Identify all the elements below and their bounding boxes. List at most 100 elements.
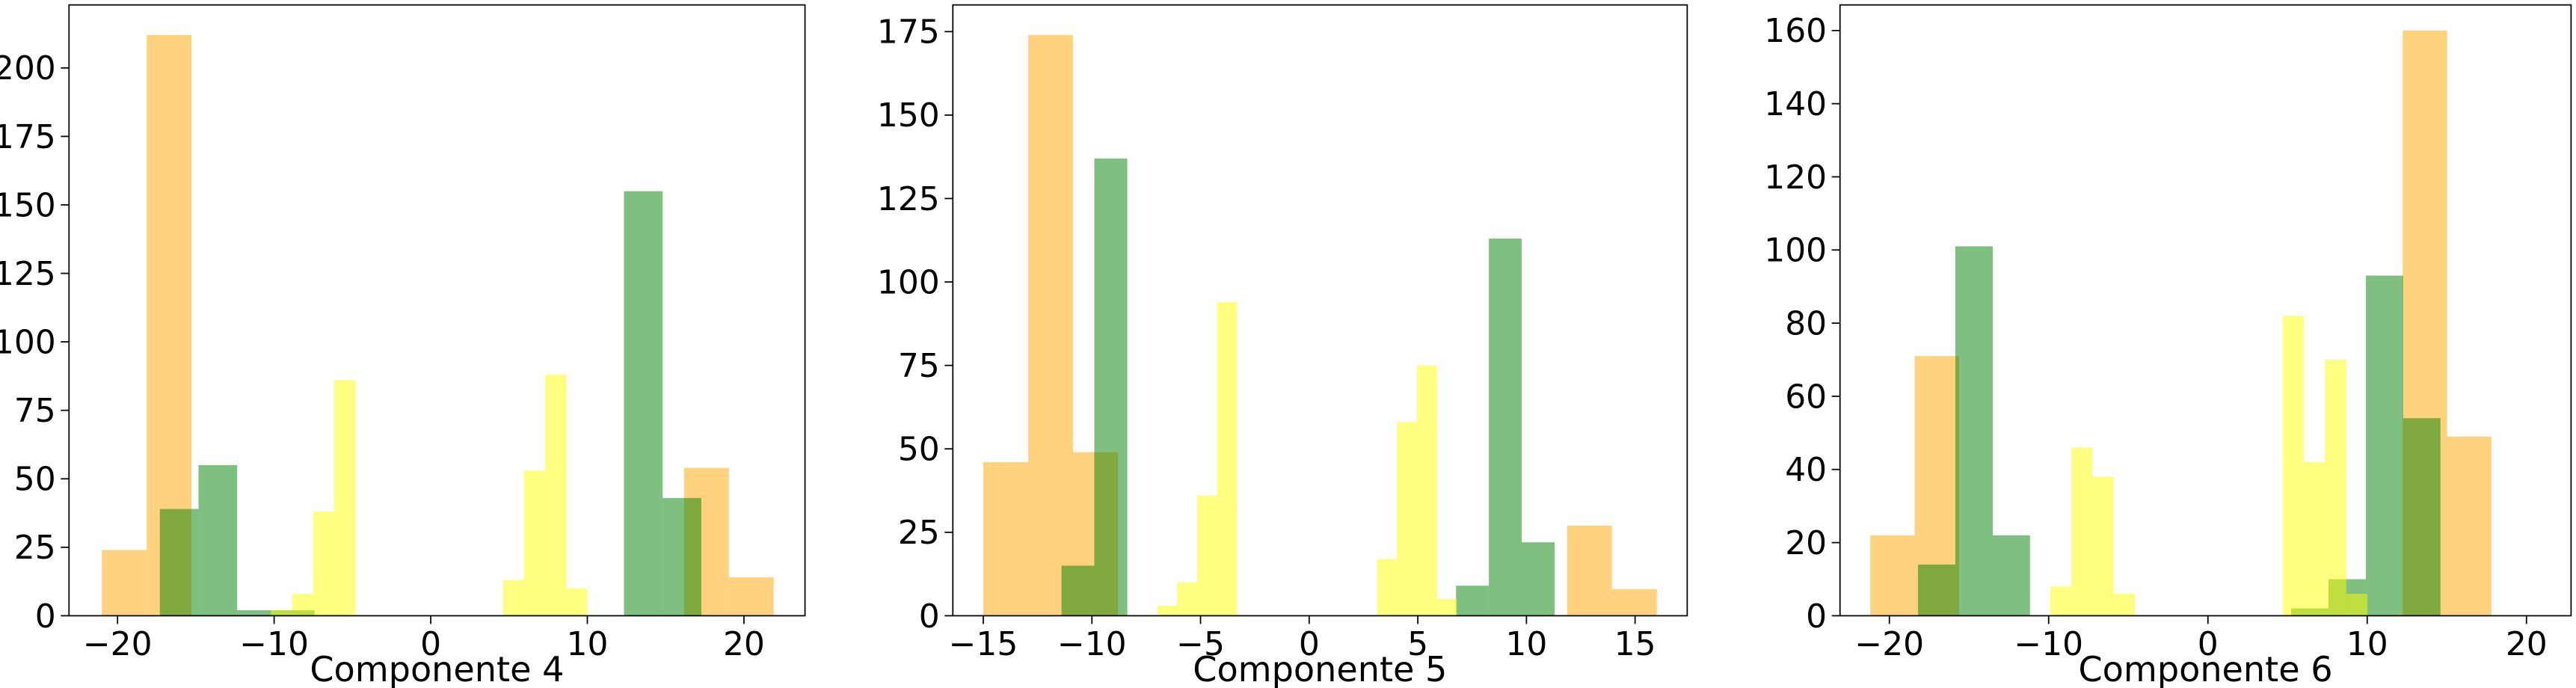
y-tick-label: 120 (1764, 159, 1827, 197)
y-tick-label: 140 (1764, 85, 1827, 123)
histogram-bar (663, 497, 701, 616)
histogram-bar (102, 550, 147, 616)
subplot: −20−10010200255075100125150175200Compone… (0, 4, 806, 688)
histogram-bar (566, 588, 588, 616)
x-tick-label: 0 (420, 625, 441, 663)
histogram-bar (1177, 582, 1197, 616)
y-tick-label: 40 (1785, 451, 1827, 489)
histogram-bar (1611, 589, 1657, 616)
y-tick-label: 125 (877, 180, 940, 218)
y-tick-label: 160 (1764, 12, 1827, 50)
histogram-bar (545, 375, 567, 616)
y-tick-label: 80 (1785, 304, 1827, 343)
histogram-bar (271, 610, 292, 616)
x-tick-label: 20 (723, 625, 765, 663)
y-tick-label: 100 (1764, 232, 1827, 270)
x-tick-label: 0 (2198, 625, 2219, 663)
histogram-bar (1397, 422, 1417, 616)
histogram-bar (1992, 535, 2030, 616)
y-tick-label: 75 (14, 392, 56, 430)
x-tick-label: −10 (239, 625, 309, 663)
y-tick-label: 0 (1806, 598, 1827, 636)
y-tick-label: 100 (877, 263, 940, 301)
x-axis-label: Componente 6 (2078, 649, 2332, 688)
histogram-bar (1028, 34, 1073, 616)
histogram-bar (2325, 360, 2346, 616)
y-tick-label: 0 (919, 598, 940, 636)
y-tick-label: 20 (1785, 524, 1827, 562)
y-tick-label: 125 (0, 255, 56, 293)
x-tick-label: −20 (83, 625, 153, 663)
histogram-bar (1196, 495, 1217, 616)
histogram-bar (159, 509, 199, 616)
y-tick-label: 100 (0, 323, 56, 361)
histogram-bar (2071, 447, 2093, 616)
histogram-bar (523, 470, 546, 616)
y-tick-label: 175 (877, 13, 940, 52)
y-tick-label: 60 (1785, 378, 1827, 416)
histogram-bar (983, 462, 1029, 616)
subplot: −20 −10 0 10 20 0 20 40 60 80 100 120 140 160 Componen… (1764, 4, 2572, 688)
histogram-bar (2303, 461, 2326, 616)
x-tick-label: 10 (1505, 625, 1547, 663)
x-tick-label: 15 (1614, 625, 1656, 663)
x-tick-label: 10 (2346, 625, 2388, 663)
histogram-bar (1521, 542, 1555, 616)
histogram-bar (1955, 246, 1993, 616)
x-tick-label: −15 (949, 625, 1018, 663)
histogram-bar (1918, 564, 1955, 616)
histogram-bar (2346, 594, 2367, 616)
histogram-bar (313, 512, 335, 616)
histogram-bar (1217, 301, 1238, 616)
axes-frame (952, 4, 1688, 617)
x-axis-label: Componente 5 (1193, 649, 1447, 688)
histogram-bar (292, 594, 313, 616)
histogram-bar (624, 191, 663, 616)
y-tick-label: 175 (0, 118, 56, 156)
histogram-bar (1157, 605, 1178, 616)
histogram-bar (2092, 476, 2114, 616)
x-tick-label: −10 (2014, 625, 2083, 663)
x-tick-label: 10 (567, 625, 609, 663)
axes-frame (68, 4, 806, 617)
x-tick-label: −10 (1057, 625, 1127, 663)
histogram-bar (1061, 565, 1095, 616)
y-tick-label: 25 (898, 514, 940, 552)
histogram-bar (2282, 316, 2304, 616)
x-tick-label: 5 (1407, 625, 1428, 663)
histogram-bar (1094, 158, 1128, 616)
x-axis-label: Componente 4 (310, 649, 564, 688)
histogram-bar (728, 577, 774, 616)
y-tick-label: 0 (35, 598, 56, 636)
y-tick-label: 200 (0, 49, 56, 87)
histogram-bar (1436, 599, 1457, 616)
y-tick-label: 50 (14, 461, 56, 499)
histogram-bar (502, 580, 524, 616)
histogram-bar (2403, 418, 2441, 616)
histogram-bar (2113, 594, 2135, 616)
histogram-bar (1416, 365, 1437, 616)
histogram-bar (334, 380, 356, 616)
subplot: −15 −10 −5 0 5 10 150255075100125150175Compone… (877, 4, 1688, 688)
y-tick-label: 50 (898, 431, 940, 469)
y-tick-label: 25 (14, 529, 56, 567)
x-tick-label: −20 (1854, 625, 1924, 663)
axes-frame (1839, 4, 2572, 617)
histogram-bar (2366, 275, 2403, 616)
histogram-bar (1870, 535, 1915, 616)
histogram-bar (1377, 559, 1398, 616)
x-tick-label: −5 (1176, 625, 1225, 663)
histogram-bar (1489, 239, 1522, 616)
histogram-bar (198, 464, 238, 616)
y-tick-label: 150 (877, 96, 940, 135)
y-tick-label: 75 (898, 347, 940, 385)
histogram-bar (237, 610, 276, 616)
x-tick-label: 0 (1299, 625, 1320, 663)
histogram-bar (2050, 586, 2072, 616)
histogram-bar (1456, 586, 1490, 616)
histogram-bar (2447, 436, 2492, 616)
x-tick-label: 20 (2506, 625, 2548, 663)
y-tick-label: 150 (0, 186, 56, 224)
